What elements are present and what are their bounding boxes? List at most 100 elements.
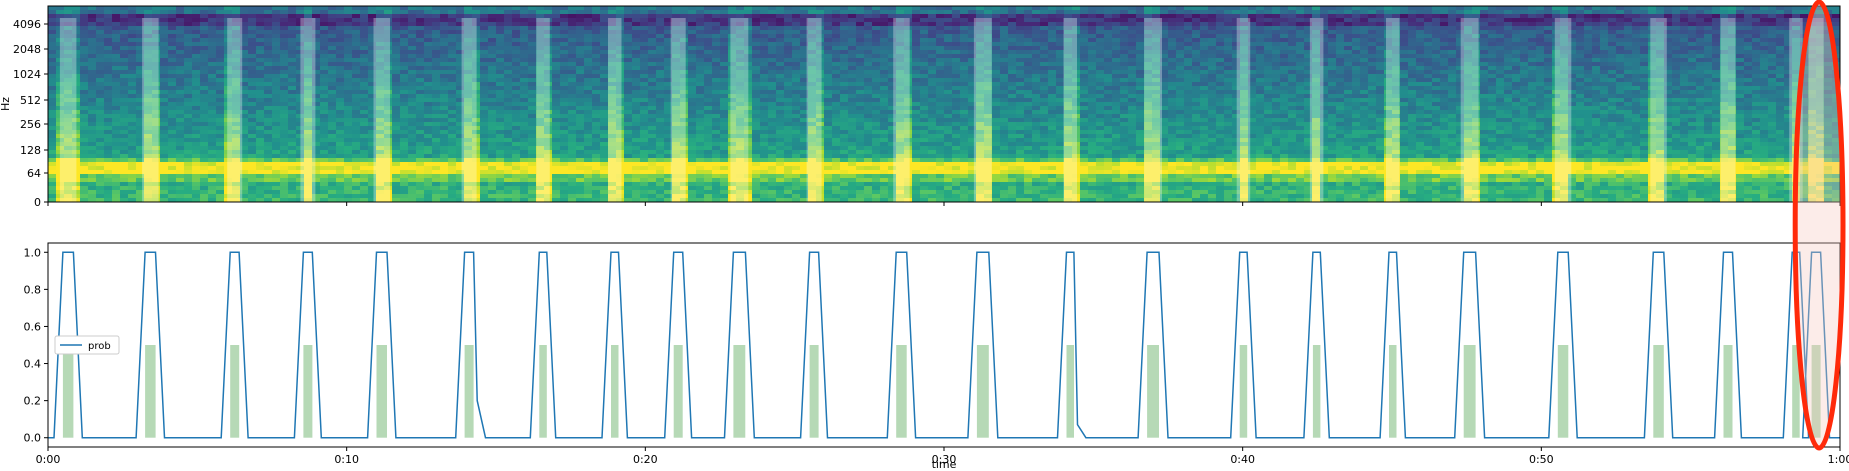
spectrogram-cell xyxy=(544,58,553,63)
spectrogram-cell xyxy=(424,178,433,183)
spectrogram-cell xyxy=(288,150,297,155)
spectrogram-cell xyxy=(736,194,745,199)
spectrogram-cell xyxy=(784,62,793,67)
spectrogram-cell xyxy=(672,146,681,151)
spectrogram-cell xyxy=(496,26,505,31)
spectrogram-cell xyxy=(592,182,601,187)
spectrogram-cell xyxy=(176,86,185,91)
spectrogram-cell xyxy=(400,102,409,107)
spectrogram-cell xyxy=(80,198,89,202)
spectrogram-cell xyxy=(312,154,321,159)
spectrogram-cell xyxy=(616,42,625,47)
spectrogram-cell xyxy=(712,74,721,79)
spectrogram-cell xyxy=(256,134,265,139)
spectrogram-cell xyxy=(760,114,769,119)
spectrogram-cell xyxy=(408,10,417,15)
spectrogram-cell xyxy=(624,194,633,199)
spectrogram-cell xyxy=(696,146,705,151)
spectrogram-cell xyxy=(488,18,497,23)
spectrogram-cell xyxy=(688,126,697,131)
spectrogram-cell xyxy=(704,110,713,115)
spectrogram-cell xyxy=(456,30,465,35)
spectrogram-cell xyxy=(320,130,329,135)
spectrogram-cell xyxy=(376,66,385,71)
spectrogram-cell xyxy=(552,110,561,115)
spectrogram-cell xyxy=(264,78,273,83)
spectrogram-cell xyxy=(760,166,769,171)
spectrogram-cell xyxy=(720,50,729,55)
spectrogram-cell xyxy=(824,58,833,63)
spectrogram-cell xyxy=(144,82,153,87)
spectrogram-cell xyxy=(656,10,665,15)
spectrogram-cell xyxy=(824,190,833,195)
spectrogram-cell xyxy=(320,26,329,31)
spectrogram-cell xyxy=(248,122,257,127)
spectrogram-cell xyxy=(832,46,841,51)
spectrogram-cell xyxy=(344,166,353,171)
spectrogram-cell xyxy=(488,82,497,87)
spectrogram-cell xyxy=(104,118,113,123)
spectrogram-cell xyxy=(648,30,657,35)
spectrogram-cell xyxy=(736,94,745,99)
spectrogram-cell xyxy=(368,42,377,47)
spectrogram-cell xyxy=(72,54,81,59)
spectrogram-cell xyxy=(240,158,249,163)
spectrogram-cell xyxy=(584,134,593,139)
spectrogram-cell xyxy=(760,50,769,55)
spectrogram-cell xyxy=(760,126,769,131)
spectrogram-cell xyxy=(232,126,241,131)
spectrogram-cell xyxy=(792,154,801,159)
spectrogram-cell xyxy=(784,182,793,187)
spectrogram-cell xyxy=(232,154,241,159)
spectrogram-cell xyxy=(216,62,225,67)
spectrogram-cell xyxy=(144,22,153,27)
spectrogram-cell xyxy=(232,30,241,35)
spectrogram-cell xyxy=(96,126,105,131)
spectrogram-cell xyxy=(544,182,553,187)
spectrogram-cell xyxy=(96,174,105,179)
spectrogram-cell xyxy=(192,46,201,51)
spectrogram-cell xyxy=(256,98,265,103)
spectrogram-cell xyxy=(712,38,721,43)
spectrogram-cell xyxy=(88,34,97,39)
spectrogram-cell xyxy=(88,142,97,147)
spectrogram-cell xyxy=(280,22,289,27)
spectrogram-cell xyxy=(320,162,329,167)
spectrogram-cell xyxy=(848,130,857,135)
spectrogram-cell xyxy=(240,50,249,55)
spectrogram-cell xyxy=(368,38,377,43)
spectrogram-cell xyxy=(328,118,337,123)
spectrogram-cell xyxy=(648,194,657,199)
spectrogram-cell xyxy=(168,38,177,43)
spectrogram-cell xyxy=(704,194,713,199)
spectrogram-cell xyxy=(360,22,369,27)
spectrogram-cell xyxy=(152,154,161,159)
spectrogram-cell xyxy=(240,130,249,135)
spectrogram-cell xyxy=(248,78,257,83)
spectrogram-cell xyxy=(152,66,161,71)
spectrogram-cell xyxy=(832,26,841,31)
spectrogram-cell xyxy=(112,42,121,47)
spectrogram-cell xyxy=(352,122,361,127)
spectrogram-cell xyxy=(240,34,249,39)
spectrogram-cell xyxy=(776,38,785,43)
spectrogram-cell xyxy=(304,102,313,107)
spectrogram-cell xyxy=(200,42,209,47)
spectrogram-cell xyxy=(544,18,553,23)
spectrogram-cell xyxy=(696,142,705,147)
spectrogram-cell xyxy=(264,142,273,147)
spectrogram-cell xyxy=(512,146,521,151)
spectrogram-cell xyxy=(544,26,553,31)
spectrogram-cell xyxy=(152,6,161,11)
spectrogram-cell xyxy=(240,118,249,123)
spectrogram-cell xyxy=(792,46,801,51)
spectrogram-cell xyxy=(160,54,169,59)
spectrogram-cell xyxy=(392,114,401,119)
spectrogram-cell xyxy=(824,170,833,175)
spectrogram-cell xyxy=(328,30,337,35)
spectrogram-cell xyxy=(424,134,433,139)
spectrogram-cell xyxy=(232,22,241,27)
spectrogram-cell xyxy=(536,190,545,195)
spectrogram-cell xyxy=(744,154,753,159)
spectrogram-cell xyxy=(72,34,81,39)
